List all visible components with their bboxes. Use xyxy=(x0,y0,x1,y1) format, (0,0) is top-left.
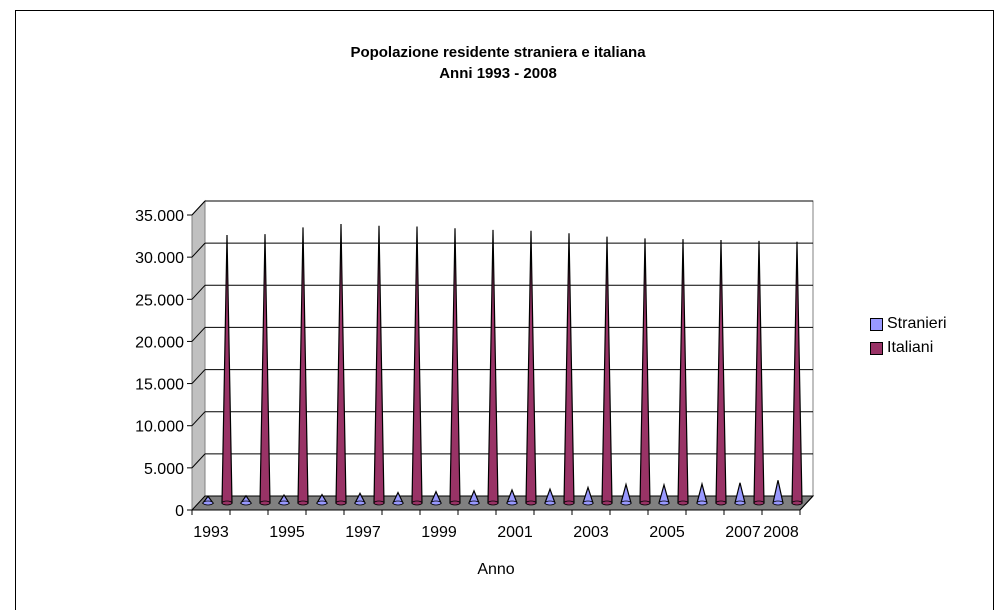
cone-base-italiani-2008 xyxy=(791,500,803,506)
cone-base-stranieri-2001 xyxy=(506,500,518,506)
cone-base-stranieri-2004 xyxy=(620,500,632,506)
x-tick-label: 2005 xyxy=(649,524,685,541)
cone-base-stranieri-1994 xyxy=(240,500,252,506)
gridline-depth xyxy=(191,327,206,342)
cone-base-italiani-2006 xyxy=(715,500,727,506)
cone-base-stranieri-2007 xyxy=(734,500,746,506)
cone-base-italiani-2007 xyxy=(753,500,765,506)
gridline-depth xyxy=(191,369,206,384)
x-axis-title: Anno xyxy=(477,561,514,578)
chart-title-line-1: Popolazione residente straniera e italia… xyxy=(350,44,646,61)
chart-svg: 0 5.000 10.000 15.000 20.000 25.000 30.000 35.0… xyxy=(135,199,815,578)
x-tick-label: 2001 xyxy=(497,524,533,541)
cone-base-italiani-1998 xyxy=(411,500,423,506)
cone-base-italiani-1997 xyxy=(373,500,385,506)
legend-item-italiani: Italiani xyxy=(870,336,985,360)
y-tick-label: 10.000 xyxy=(135,419,184,436)
chart-title-line-2: Anni 1993 - 2008 xyxy=(439,65,557,82)
cone-base-stranieri-2002 xyxy=(544,500,556,506)
cone-base-stranieri-2000 xyxy=(468,500,480,506)
cone-base-stranieri-2005 xyxy=(658,500,670,506)
x-tick-label: 2007 xyxy=(725,524,761,541)
cone-base-italiani-1993 xyxy=(221,500,233,506)
cone-base-italiani-2002 xyxy=(563,500,575,506)
cone-base-italiani-1999 xyxy=(449,500,461,506)
cone-base-stranieri-1993 xyxy=(202,500,214,506)
y-tick-label: 15.000 xyxy=(135,377,184,394)
x-tick-label: 2008 xyxy=(763,524,799,541)
y-tick-label: 5.000 xyxy=(144,461,184,478)
cone-base-italiani-2004 xyxy=(639,500,651,506)
cone-base-stranieri-1996 xyxy=(316,500,328,506)
legend-item-stranieri: Stranieri xyxy=(870,312,985,336)
legend-swatch-stranieri xyxy=(870,317,883,331)
x-tick-label: 1999 xyxy=(421,524,457,541)
x-axis-depth xyxy=(799,495,814,511)
legend: Stranieri Italiani xyxy=(870,312,985,360)
cone-base-stranieri-2006 xyxy=(696,500,708,506)
cone-base-stranieri-1997 xyxy=(354,500,366,506)
cone-base-italiani-2001 xyxy=(525,500,537,506)
cone-base-italiani-2000 xyxy=(487,500,499,506)
gridline-depth xyxy=(191,242,206,258)
gridline-depth xyxy=(191,200,206,216)
gridline-depth xyxy=(191,453,206,469)
y-tick-label: 35.000 xyxy=(135,208,184,225)
x-tick-label: 1995 xyxy=(269,524,305,541)
chart-frame xyxy=(15,10,994,610)
cone-base-stranieri-1999 xyxy=(430,500,442,506)
cone-base-italiani-1995 xyxy=(297,500,309,506)
cone-base-stranieri-2003 xyxy=(582,500,594,506)
legend-swatch-italiani xyxy=(870,341,883,355)
cone-base-italiani-1994 xyxy=(259,500,271,506)
y-tick-label: 25.000 xyxy=(135,292,184,309)
legend-label-stranieri: Stranieri xyxy=(887,315,947,332)
y-tick-label: 0 xyxy=(175,503,184,520)
chart-title: Popolazione residente straniera e italia… xyxy=(0,42,996,84)
plot-side-wall xyxy=(191,199,206,512)
cone-base-italiani-1996 xyxy=(335,500,347,506)
y-tick-label: 30.000 xyxy=(135,250,184,267)
x-tick-label: 1997 xyxy=(345,524,381,541)
cone-base-stranieri-1998 xyxy=(392,500,404,506)
cone-base-italiani-2005 xyxy=(677,500,689,506)
gridline-depth xyxy=(191,284,206,300)
gridline-depth xyxy=(191,411,206,427)
x-tick-label: 1993 xyxy=(193,524,229,541)
x-tick-label: 2003 xyxy=(573,524,609,541)
y-tick-label: 20.000 xyxy=(135,334,184,351)
legend-label-italiani: Italiani xyxy=(887,339,934,356)
cone-base-italiani-2003 xyxy=(601,500,613,506)
cone-base-stranieri-2008 xyxy=(772,500,784,506)
cone-base-stranieri-1995 xyxy=(278,500,290,506)
